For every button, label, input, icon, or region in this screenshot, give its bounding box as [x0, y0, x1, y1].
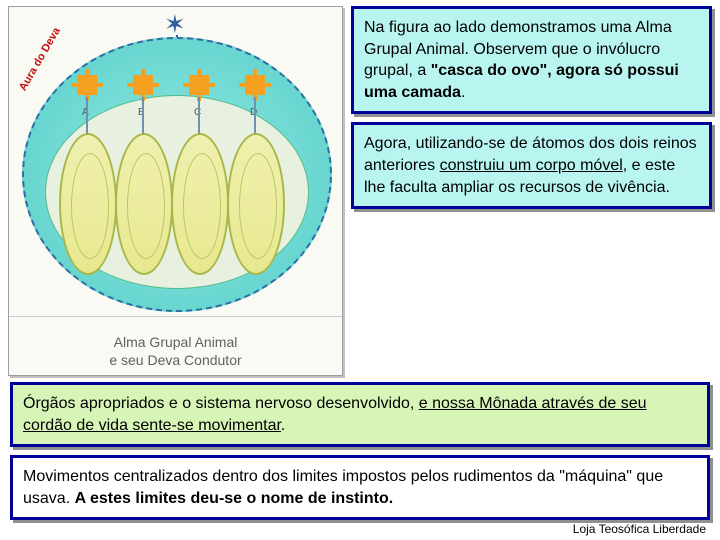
text: . — [461, 84, 465, 101]
diagram-canvas: Aura do Deva ✶ A B C D — [9, 7, 342, 317]
info-box-1: Na figura ao lado demonstramos uma Alma … — [351, 6, 712, 114]
diagram-caption: Alma Grupal Animal e seu Deva Condutor — [9, 334, 342, 369]
sun-icon — [245, 75, 265, 95]
monad-oval — [171, 133, 229, 275]
sun-icon — [77, 75, 97, 95]
info-box-2: Agora, utilizando-se de átomos dos dois … — [351, 122, 712, 209]
info-box-4: Movimentos centralizados dentro dos limi… — [10, 455, 710, 520]
footer-credit: Loja Teosófica Liberdade — [573, 522, 706, 536]
sun-icon — [189, 75, 209, 95]
text: . — [281, 417, 285, 434]
diagram-panel: Aura do Deva ✶ A B C D Alma — [8, 6, 343, 376]
deva-star-icon: ✶ — [164, 9, 186, 40]
sun-row — [77, 75, 265, 95]
text: Órgãos apropriados e o sistema nervoso d… — [23, 395, 419, 412]
caption-line1: Alma Grupal Animal — [114, 334, 238, 350]
text-underline: construiu um corpo móvel — [440, 157, 623, 174]
monad-oval — [59, 133, 117, 275]
aura-label: Aura do Deva — [17, 26, 63, 93]
monad-oval — [227, 133, 285, 275]
info-box-3: Órgãos apropriados e o sistema nervoso d… — [10, 382, 710, 447]
caption-line2: e seu Deva Condutor — [109, 352, 241, 368]
monad-oval — [115, 133, 173, 275]
sun-icon — [133, 75, 153, 95]
text-bold: A estes limites deu-se o nome de instint… — [75, 490, 394, 507]
